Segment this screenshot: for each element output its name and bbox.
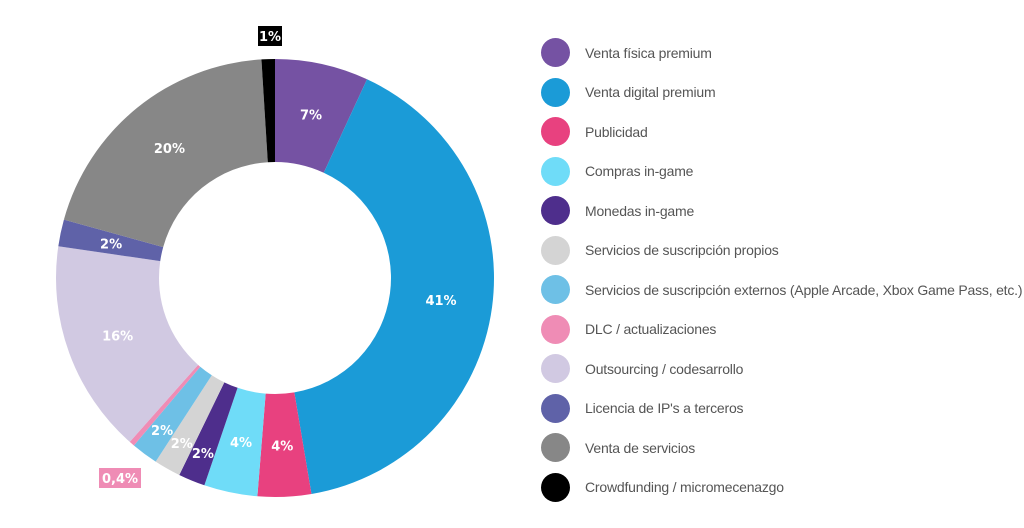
legend-item: Servicios de suscripción externos (Apple… (541, 270, 1024, 310)
legend-label: Licencia de IP's a terceros (585, 400, 744, 417)
donut-chart: 7%41%4%4%2%2%2%0,4%16%2%20%1% (55, 26, 495, 498)
legend-swatch-icon (541, 433, 570, 463)
legend-label: DLC / actualizaciones (585, 321, 717, 338)
donut-slice (55, 246, 199, 442)
legend-swatch-icon (541, 156, 570, 186)
legend: Venta física premium Venta digital premiu… (541, 33, 1024, 507)
donut-slice (133, 366, 212, 462)
legend-item: Servicios de suscripción propios (541, 231, 1024, 271)
slice-label: 0,4% (102, 472, 138, 487)
slice-label: 2% (100, 237, 122, 252)
slice-label: 4% (230, 436, 252, 451)
legend-label: Monedas in-game (585, 202, 695, 219)
legend-swatch-icon (541, 117, 570, 147)
slice-label: 41% (425, 294, 456, 309)
legend-item: Publicidad (541, 112, 1024, 152)
label-background (258, 26, 282, 46)
slice-label: 2% (151, 424, 173, 439)
legend-label: Crowdfunding / micromecenazgo (585, 479, 784, 496)
legend-swatch-icon (541, 235, 570, 265)
slice-label: 1% (259, 30, 281, 45)
donut-slice (275, 59, 368, 173)
slice-label: 2% (192, 447, 214, 462)
donut-slice (257, 392, 312, 498)
slice-label: 4% (271, 439, 293, 454)
legend-swatch-icon (541, 354, 570, 384)
donut-slice (294, 79, 495, 494)
legend-swatch-icon (541, 196, 570, 226)
legend-item: Licencia de IP's a terceros (541, 389, 1024, 429)
donut-slice (155, 375, 225, 475)
donut-slice (204, 387, 266, 497)
legend-label: Outsourcing / codesarrollo (585, 360, 744, 377)
legend-item: Venta digital premium (541, 73, 1024, 113)
legend-swatch-icon (541, 393, 570, 423)
legend-swatch-icon (541, 77, 570, 107)
legend-label: Venta digital premium (585, 84, 716, 101)
legend-swatch-icon (541, 275, 570, 305)
donut-slice (129, 364, 201, 446)
label-background (99, 468, 141, 488)
donut-slice (63, 59, 268, 248)
slice-label: 16% (102, 329, 133, 344)
donut-slice (179, 382, 238, 486)
slice-label: 20% (154, 142, 185, 157)
slice-label: 2% (171, 437, 193, 452)
legend-swatch-icon (541, 314, 570, 344)
legend-label: Venta física premium (585, 44, 712, 61)
legend-item: DLC / actualizaciones (541, 310, 1024, 350)
slice-label: 7% (300, 108, 322, 123)
donut-slice (261, 59, 275, 163)
legend-item: Venta física premium (541, 33, 1024, 73)
legend-item: Venta de servicios (541, 428, 1024, 468)
legend-item: Crowdfunding / micromecenazgo (541, 468, 1024, 508)
legend-label: Servicios de suscripción externos (Apple… (585, 281, 1024, 298)
legend-item: Compras in-game (541, 152, 1024, 192)
legend-swatch-icon (541, 38, 570, 68)
legend-item: Outsourcing / codesarrollo (541, 349, 1024, 389)
legend-swatch-icon (541, 472, 570, 502)
legend-label: Publicidad (585, 123, 648, 140)
legend-item: Monedas in-game (541, 191, 1024, 231)
legend-label: Compras in-game (585, 163, 694, 180)
legend-label: Servicios de suscripción propios (585, 242, 779, 259)
donut-slice (58, 219, 164, 262)
legend-label: Venta de servicios (585, 439, 696, 456)
